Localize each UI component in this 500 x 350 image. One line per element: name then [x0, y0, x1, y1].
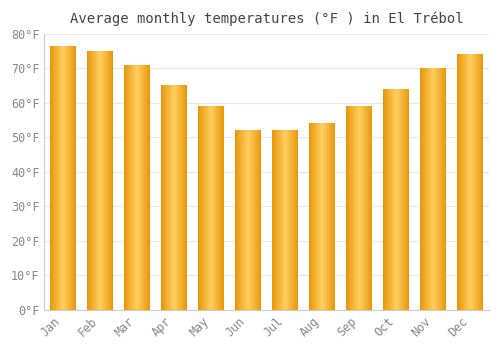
Title: Average monthly temperatures (°F ) in El Trébol: Average monthly temperatures (°F ) in El… — [70, 11, 464, 26]
